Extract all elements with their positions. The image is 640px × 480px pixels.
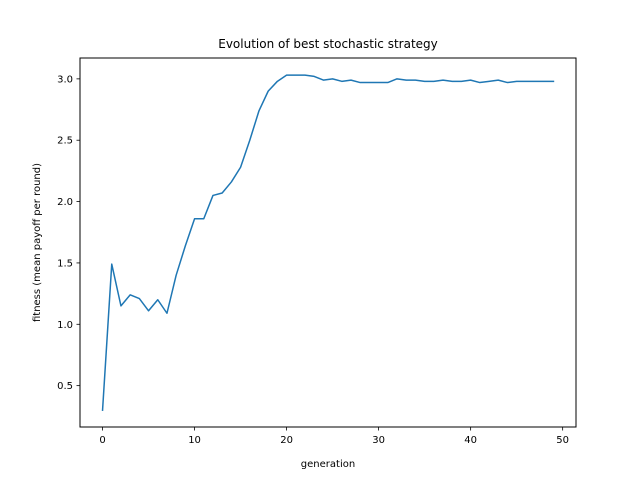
y-axis-label: fitness (mean payoff per round) <box>32 163 43 322</box>
x-tick-label: 40 <box>464 435 477 446</box>
chart-title: Evolution of best stochastic strategy <box>218 37 438 51</box>
y-tick-label: 2.5 <box>57 136 73 147</box>
axes-frame <box>79 57 577 428</box>
y-tick-label: 1.5 <box>57 258 73 269</box>
x-axis-label: generation <box>301 459 355 470</box>
x-tick-label: 30 <box>372 435 385 446</box>
x-tick-label: 10 <box>188 435 201 446</box>
x-tick-label: 0 <box>99 435 105 446</box>
x-tick-label: 50 <box>556 435 569 446</box>
y-tick-label: 2.0 <box>57 197 73 208</box>
series-line-0 <box>101 74 555 411</box>
y-tick-label: 3.0 <box>57 74 73 85</box>
y-tick-label: 0.5 <box>57 381 73 392</box>
plot-area: 0 10 20 30 40 50 0.5 1.0 1.5 2.0 2.5 3.0 <box>57 74 569 446</box>
x-tick-label: 20 <box>280 435 293 446</box>
y-tick-label: 1.0 <box>57 320 73 331</box>
